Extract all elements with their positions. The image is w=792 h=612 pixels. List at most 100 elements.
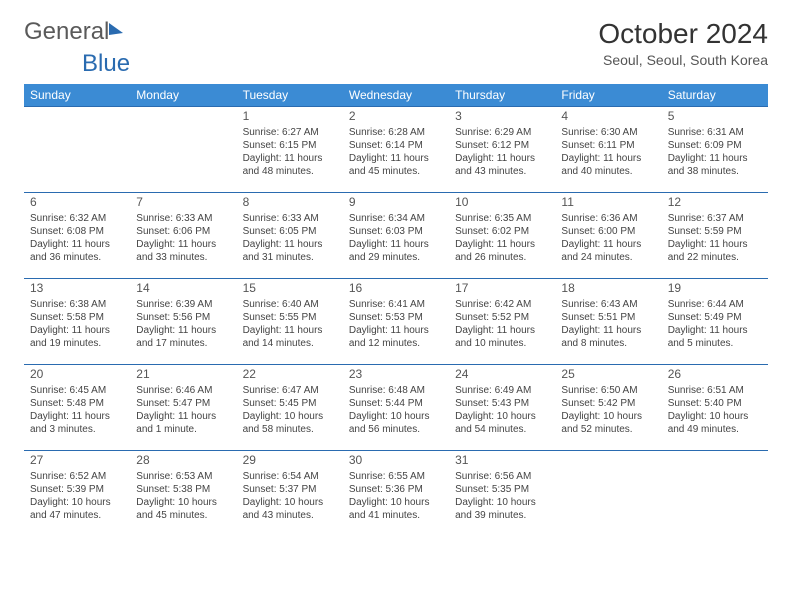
day-info-line: Sunset: 5:43 PM <box>455 397 549 410</box>
calendar-week-row: 1Sunrise: 6:27 AMSunset: 6:15 PMDaylight… <box>24 107 768 193</box>
day-number: 9 <box>349 195 443 211</box>
day-info-line: Daylight: 11 hours <box>455 238 549 251</box>
day-info-line: Sunrise: 6:38 AM <box>30 298 124 311</box>
calendar-day-cell: 16Sunrise: 6:41 AMSunset: 5:53 PMDayligh… <box>343 279 449 365</box>
day-info-line: Sunset: 5:56 PM <box>136 311 230 324</box>
day-info-line: and 22 minutes. <box>668 251 762 264</box>
day-info-line: and 1 minute. <box>136 423 230 436</box>
day-info-line: Sunset: 5:42 PM <box>561 397 655 410</box>
day-info-line: Sunset: 5:51 PM <box>561 311 655 324</box>
day-info-line: and 54 minutes. <box>455 423 549 436</box>
day-info-line: Sunset: 6:08 PM <box>30 225 124 238</box>
day-info-line: Sunrise: 6:33 AM <box>136 212 230 225</box>
weekday-header: Tuesday <box>237 84 343 107</box>
calendar-day-cell <box>555 451 661 537</box>
day-info-line: Daylight: 11 hours <box>243 238 337 251</box>
day-number: 19 <box>668 281 762 297</box>
day-info-line: Sunrise: 6:30 AM <box>561 126 655 139</box>
day-info-line: Sunset: 6:09 PM <box>668 139 762 152</box>
day-number: 21 <box>136 367 230 383</box>
day-number: 3 <box>455 109 549 125</box>
day-number: 27 <box>30 453 124 469</box>
day-number: 30 <box>349 453 443 469</box>
calendar-header-row: Sunday Monday Tuesday Wednesday Thursday… <box>24 84 768 107</box>
day-number: 2 <box>349 109 443 125</box>
day-info-line: and 8 minutes. <box>561 337 655 350</box>
calendar-day-cell: 21Sunrise: 6:46 AMSunset: 5:47 PMDayligh… <box>130 365 236 451</box>
calendar-week-row: 13Sunrise: 6:38 AMSunset: 5:58 PMDayligh… <box>24 279 768 365</box>
day-info-line: Sunrise: 6:54 AM <box>243 470 337 483</box>
logo: General <box>24 18 125 46</box>
day-info-line: Daylight: 10 hours <box>455 496 549 509</box>
day-info-line: Sunset: 5:44 PM <box>349 397 443 410</box>
day-info-line: Sunrise: 6:33 AM <box>243 212 337 225</box>
day-info-line: and 24 minutes. <box>561 251 655 264</box>
day-info-line: and 36 minutes. <box>30 251 124 264</box>
day-info-line: Sunset: 6:02 PM <box>455 225 549 238</box>
day-info-line: and 48 minutes. <box>243 165 337 178</box>
calendar-day-cell: 1Sunrise: 6:27 AMSunset: 6:15 PMDaylight… <box>237 107 343 193</box>
calendar-day-cell: 11Sunrise: 6:36 AMSunset: 6:00 PMDayligh… <box>555 193 661 279</box>
day-info-line: Daylight: 10 hours <box>243 410 337 423</box>
calendar-table: Sunday Monday Tuesday Wednesday Thursday… <box>24 84 768 537</box>
day-info-line: Daylight: 11 hours <box>243 152 337 165</box>
day-number: 11 <box>561 195 655 211</box>
day-info-line: Daylight: 11 hours <box>455 152 549 165</box>
weekday-header: Friday <box>555 84 661 107</box>
day-info-line: and 3 minutes. <box>30 423 124 436</box>
day-info-line: Daylight: 11 hours <box>668 324 762 337</box>
day-info-line: Sunset: 6:11 PM <box>561 139 655 152</box>
logo-text-part1: General <box>24 18 109 46</box>
day-info-line: Sunset: 5:35 PM <box>455 483 549 496</box>
day-info-line: Daylight: 10 hours <box>30 496 124 509</box>
logo-line2-wrap: Blue <box>24 50 768 78</box>
calendar-day-cell: 22Sunrise: 6:47 AMSunset: 5:45 PMDayligh… <box>237 365 343 451</box>
day-info-line: and 31 minutes. <box>243 251 337 264</box>
day-number: 12 <box>668 195 762 211</box>
day-info-line: Sunset: 5:52 PM <box>455 311 549 324</box>
day-info-line: Sunset: 6:14 PM <box>349 139 443 152</box>
day-info-line: Sunrise: 6:43 AM <box>561 298 655 311</box>
calendar-day-cell: 26Sunrise: 6:51 AMSunset: 5:40 PMDayligh… <box>662 365 768 451</box>
calendar-day-cell: 10Sunrise: 6:35 AMSunset: 6:02 PMDayligh… <box>449 193 555 279</box>
day-info-line: Sunset: 5:49 PM <box>668 311 762 324</box>
day-number: 1 <box>243 109 337 125</box>
day-info-line: and 49 minutes. <box>668 423 762 436</box>
day-info-line: Sunrise: 6:28 AM <box>349 126 443 139</box>
day-number: 4 <box>561 109 655 125</box>
day-number: 15 <box>243 281 337 297</box>
calendar-day-cell: 9Sunrise: 6:34 AMSunset: 6:03 PMDaylight… <box>343 193 449 279</box>
calendar-week-row: 20Sunrise: 6:45 AMSunset: 5:48 PMDayligh… <box>24 365 768 451</box>
day-number: 28 <box>136 453 230 469</box>
weekday-header: Thursday <box>449 84 555 107</box>
day-info-line: Sunset: 5:53 PM <box>349 311 443 324</box>
calendar-day-cell: 12Sunrise: 6:37 AMSunset: 5:59 PMDayligh… <box>662 193 768 279</box>
calendar-day-cell: 8Sunrise: 6:33 AMSunset: 6:05 PMDaylight… <box>237 193 343 279</box>
day-info-line: Sunset: 5:36 PM <box>349 483 443 496</box>
day-info-line: Sunrise: 6:31 AM <box>668 126 762 139</box>
day-info-line: Sunset: 6:15 PM <box>243 139 337 152</box>
day-info-line: Sunrise: 6:56 AM <box>455 470 549 483</box>
day-info-line: Sunrise: 6:32 AM <box>30 212 124 225</box>
day-info-line: Sunset: 5:38 PM <box>136 483 230 496</box>
day-number: 20 <box>30 367 124 383</box>
day-info-line: Sunset: 6:12 PM <box>455 139 549 152</box>
day-info-line: Daylight: 11 hours <box>30 324 124 337</box>
day-info-line: Daylight: 11 hours <box>668 152 762 165</box>
day-info-line: Daylight: 10 hours <box>668 410 762 423</box>
day-info-line: and 12 minutes. <box>349 337 443 350</box>
day-info-line: and 45 minutes. <box>136 509 230 522</box>
day-info-line: Daylight: 11 hours <box>243 324 337 337</box>
day-info-line: Daylight: 11 hours <box>136 238 230 251</box>
calendar-day-cell: 3Sunrise: 6:29 AMSunset: 6:12 PMDaylight… <box>449 107 555 193</box>
day-number: 14 <box>136 281 230 297</box>
day-number: 7 <box>136 195 230 211</box>
day-info-line: Daylight: 11 hours <box>136 410 230 423</box>
calendar-day-cell: 4Sunrise: 6:30 AMSunset: 6:11 PMDaylight… <box>555 107 661 193</box>
day-number: 13 <box>30 281 124 297</box>
logo-triangle-icon <box>109 23 123 35</box>
day-info-line: and 14 minutes. <box>243 337 337 350</box>
day-info-line: Sunset: 5:45 PM <box>243 397 337 410</box>
day-info-line: and 33 minutes. <box>136 251 230 264</box>
day-info-line: Daylight: 11 hours <box>668 238 762 251</box>
